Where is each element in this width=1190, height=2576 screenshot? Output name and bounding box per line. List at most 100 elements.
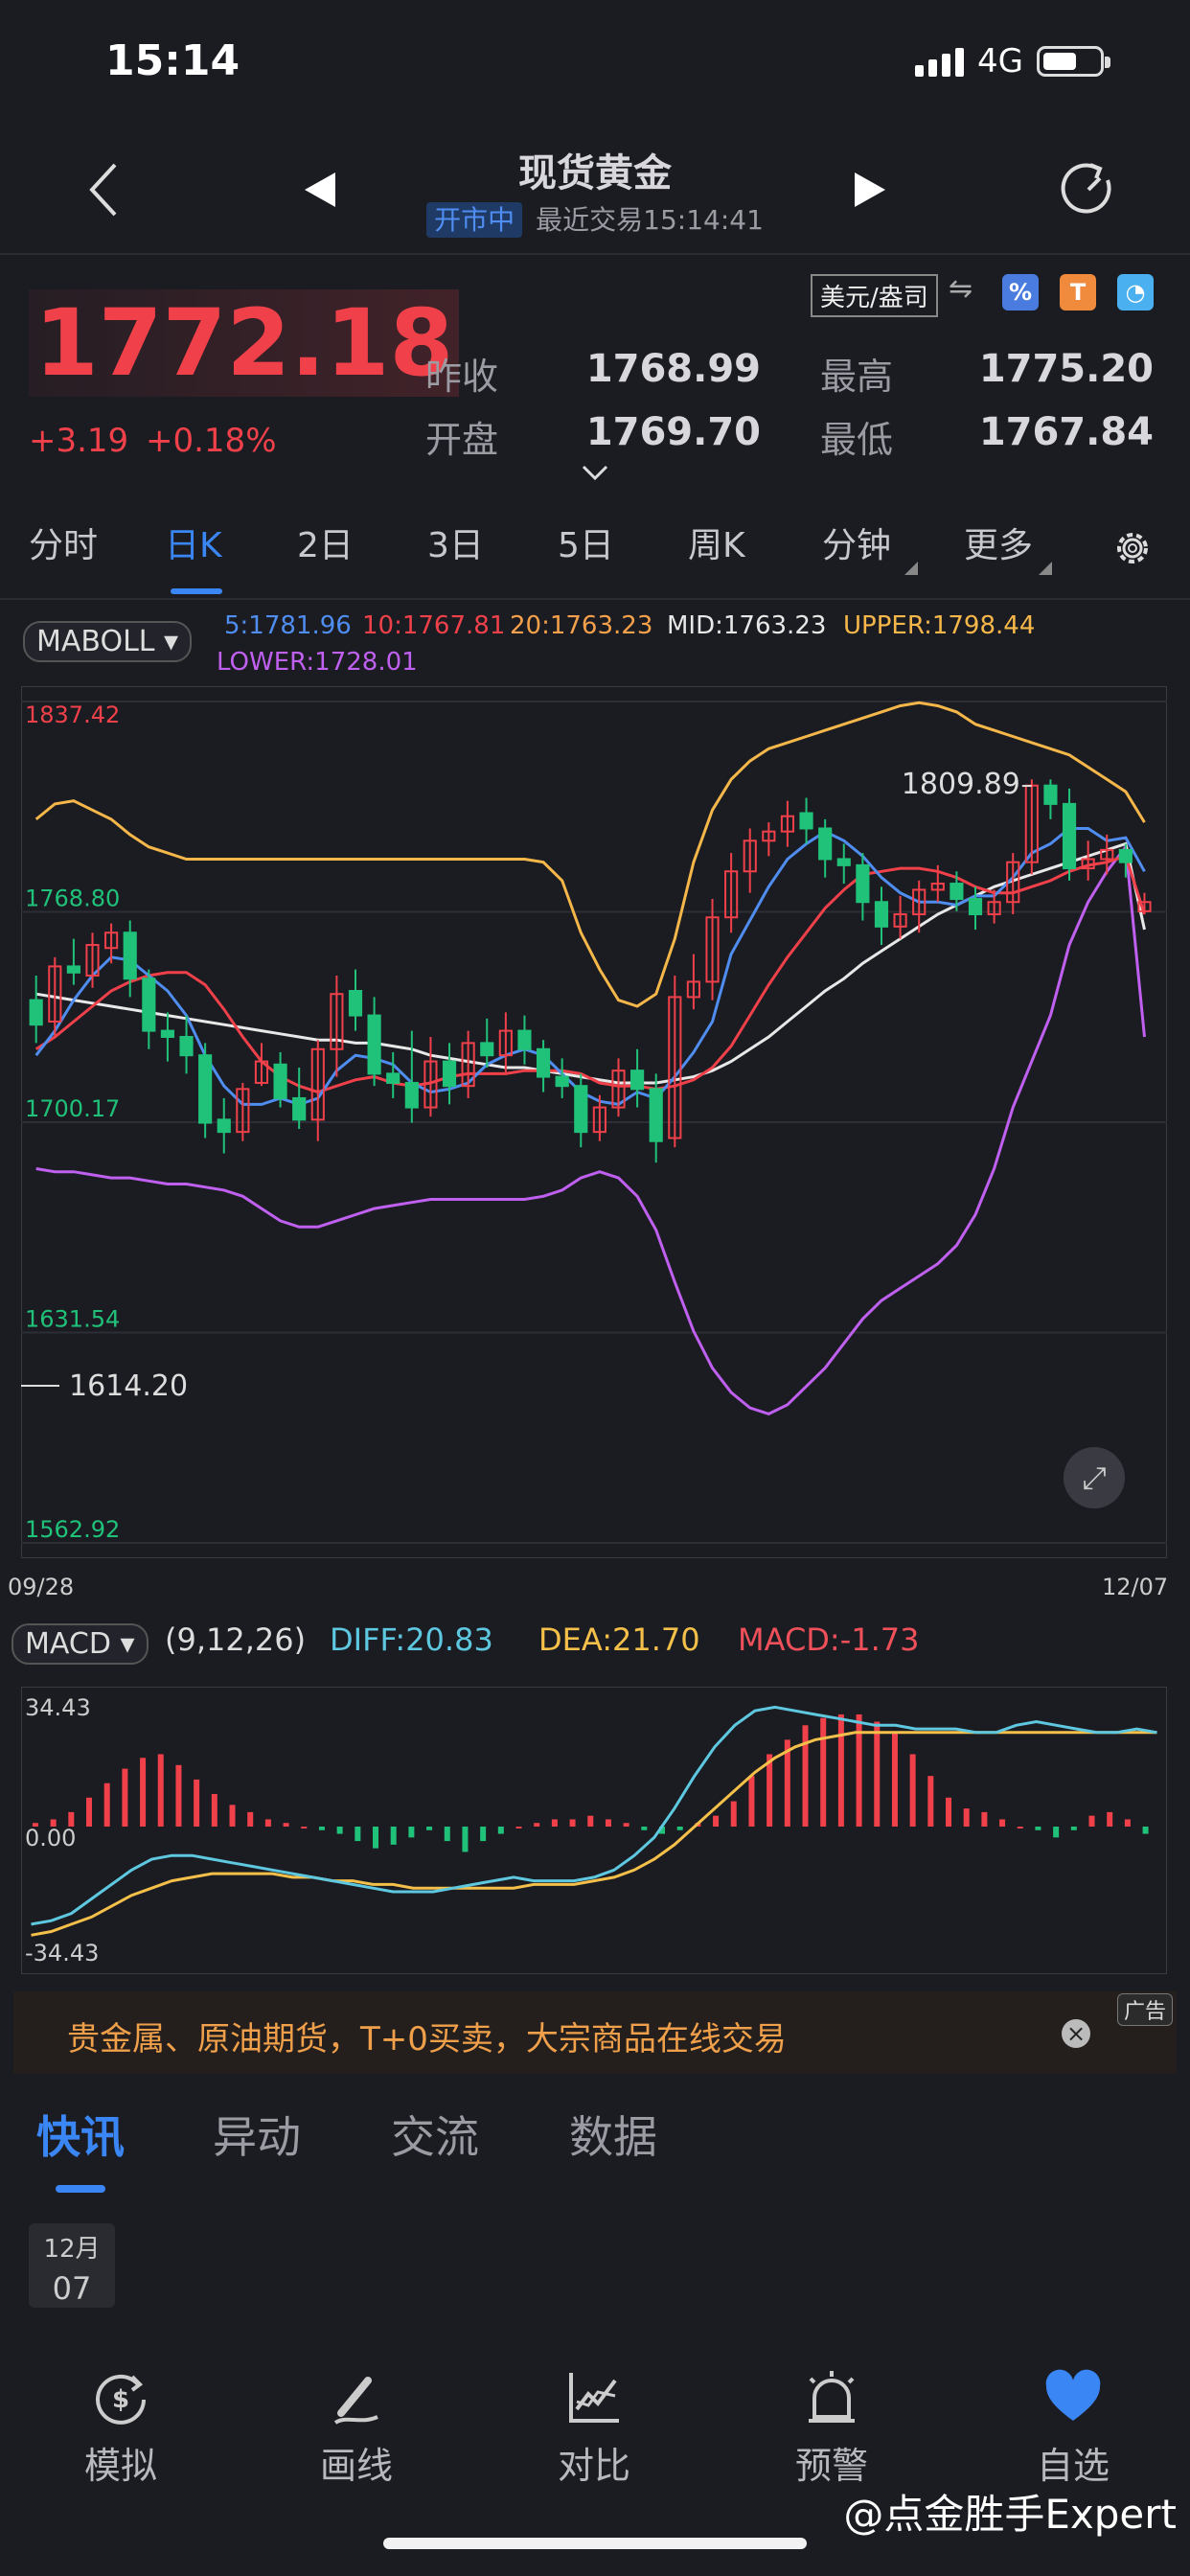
home-indicator[interactable] (383, 2538, 807, 2549)
macd-bar (946, 1797, 952, 1827)
candle (461, 1030, 475, 1098)
macd-bar (659, 1827, 666, 1834)
candle (179, 1015, 194, 1074)
candle (442, 1043, 457, 1105)
news-date-month: 12月 (43, 2235, 101, 2264)
candle (330, 976, 344, 1077)
tab-5day[interactable]: 5日 (558, 526, 614, 565)
dollar-refresh-icon: $ (96, 2374, 146, 2425)
macd-bar (587, 1815, 594, 1827)
candlestick-chart[interactable]: 1837.42 1768.80 1700.17 1631.54 1562.92 1809.… (21, 686, 1167, 1558)
tab-2day[interactable]: 2日 (297, 526, 354, 565)
low-value: 1767.84 (978, 410, 1154, 454)
candle (198, 1043, 213, 1138)
macd-bar (856, 1714, 862, 1827)
candle (762, 822, 776, 857)
ad-tag: 广告 (1117, 1993, 1174, 2026)
market-status: 开市中 最近交易15:14:41 (0, 199, 1190, 238)
refresh-icon[interactable] (1058, 159, 1119, 220)
sub-indicator-name: MACD (25, 1627, 111, 1661)
sub-indicator-selector[interactable]: MACD ▾ (11, 1623, 149, 1665)
unit-selector[interactable]: 美元/盎司 (811, 274, 938, 317)
candle (104, 923, 119, 964)
macd-bar (264, 1819, 271, 1827)
macd-bar (1142, 1827, 1149, 1834)
macd-bar (318, 1827, 325, 1830)
candle (48, 956, 62, 1037)
current-price: 1772.18 (29, 289, 460, 397)
candle (386, 1051, 400, 1098)
macd-bar (462, 1827, 469, 1852)
macd-bar (480, 1827, 487, 1842)
nav-compare[interactable]: 对比 (517, 2367, 671, 2489)
macd-bar (390, 1827, 397, 1845)
candle (574, 1073, 588, 1148)
prev-instrument-icon[interactable] (303, 171, 337, 209)
news-tab-data[interactable]: 数据 (569, 2111, 657, 2163)
x-label-end: 12/07 (1102, 1574, 1169, 1600)
candle (799, 797, 813, 844)
next-instrument-icon[interactable] (853, 171, 887, 209)
macd-bar (68, 1811, 75, 1827)
macd-bar (641, 1827, 648, 1830)
ad-banner[interactable] (13, 1991, 1177, 2074)
macd-bar (444, 1827, 450, 1842)
news-tab-flash[interactable]: 快讯 (36, 2111, 125, 2163)
info-icon[interactable]: T (1060, 274, 1096, 310)
legend-ma5: 5:1781.96 (224, 611, 352, 640)
open-value: 1769.70 (585, 410, 761, 454)
news-tab-discussion[interactable]: 交流 (391, 2111, 479, 2163)
tab-minute[interactable]: 分钟 (822, 526, 892, 565)
alarm-icon (809, 2371, 855, 2423)
nav-simulate[interactable]: $ 模拟 (44, 2367, 197, 2489)
fullscreen-icon[interactable]: ⤢ (1064, 1447, 1125, 1508)
main-indicator-selector[interactable]: MABOLL ▾ (23, 621, 193, 662)
nav-watchlist[interactable]: 自选 (996, 2367, 1150, 2489)
macd-chart[interactable]: 34.43 0.00 -34.43 (21, 1687, 1167, 1974)
macd-bar (373, 1827, 379, 1849)
macd-bar (1053, 1827, 1060, 1838)
tab-timeshare[interactable]: 分时 (29, 526, 99, 565)
candle (310, 1040, 325, 1141)
candle (950, 871, 964, 911)
news-date-badge: 12月 07 (29, 2223, 115, 2308)
swap-unit-icon[interactable]: ⇋ (949, 272, 973, 306)
ad-close-icon[interactable]: × (1062, 2019, 1090, 2048)
candle (856, 853, 870, 921)
legend-ma10: 10:1767.81 (362, 611, 506, 640)
macd-bar (569, 1819, 576, 1827)
macd-bar (748, 1776, 755, 1827)
x-label-start: 09/28 (8, 1574, 75, 1600)
pie-chart-icon[interactable]: ◔ (1117, 274, 1154, 310)
watermark: @点金胜手Expert (843, 2491, 1177, 2538)
macd-bar (229, 1805, 236, 1827)
macd-bar (891, 1732, 898, 1827)
candle (818, 818, 833, 878)
macd-bar (211, 1794, 217, 1827)
candle (705, 899, 720, 1000)
macd-bar (713, 1815, 720, 1827)
back-icon[interactable] (84, 161, 123, 218)
candle (404, 1030, 419, 1123)
tab-daily-k[interactable]: 日K (165, 526, 222, 565)
percent-icon[interactable]: % (1002, 274, 1039, 310)
tab-more[interactable]: 更多 (964, 526, 1034, 565)
status-time: 15:14 (105, 36, 240, 85)
macd-bar (175, 1764, 182, 1827)
macd-y-label: 0.00 (25, 1825, 76, 1852)
expand-quote-icon[interactable] (581, 464, 609, 483)
upper-band-line (34, 701, 1146, 1008)
header-divider (0, 253, 1190, 255)
settings-gear-icon[interactable] (1111, 527, 1154, 569)
candle (1062, 788, 1077, 881)
nav-draw[interactable]: 画线 (280, 2367, 433, 2489)
tab-3day[interactable]: 3日 (427, 526, 484, 565)
candle (348, 969, 363, 1031)
ad-text[interactable]: 贵金属、原油期货，T+0买卖，大宗商品在线交易 (67, 2020, 787, 2058)
macd-bar (194, 1779, 200, 1827)
legend-diff: DIFF:20.83 (330, 1622, 493, 1658)
bottom-nav: $ 模拟 画线 对比 预警 自选 (0, 2338, 1190, 2492)
news-tab-movement[interactable]: 异动 (213, 2111, 301, 2163)
nav-alert[interactable]: 预警 (755, 2367, 908, 2489)
tab-weekly-k[interactable]: 周K (688, 526, 745, 565)
